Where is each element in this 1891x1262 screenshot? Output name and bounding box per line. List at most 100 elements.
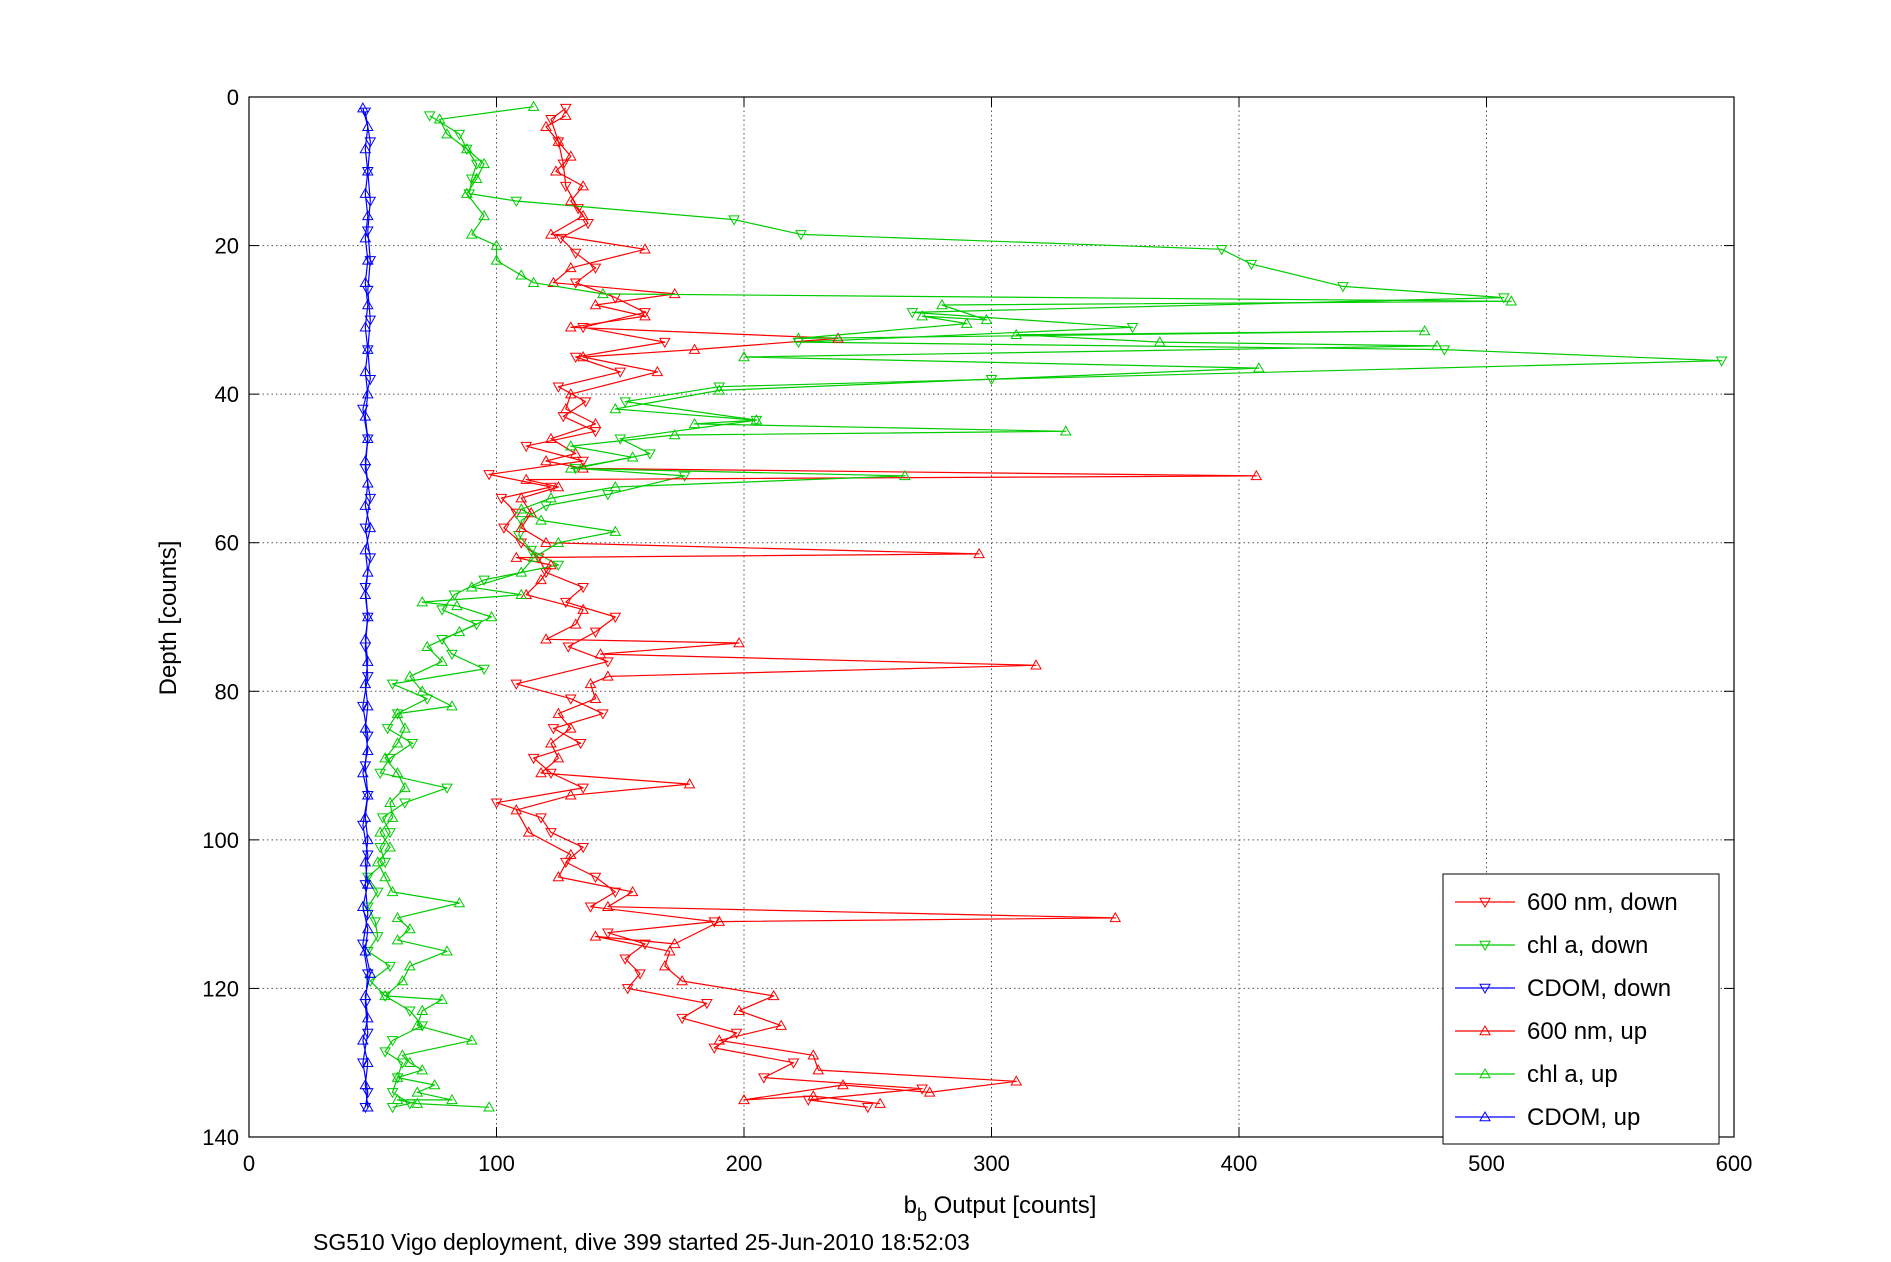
- data-point: [795, 230, 807, 241]
- data-point: [386, 811, 399, 822]
- data-point: [713, 1034, 726, 1045]
- data-point: [364, 521, 377, 533]
- data-point: [361, 833, 374, 845]
- legend-marker: [1479, 983, 1491, 995]
- x-axis-label: bb Output [counts]: [904, 1192, 1097, 1225]
- data-point: [589, 263, 602, 274]
- data-point: [520, 473, 533, 484]
- data-point: [453, 896, 466, 908]
- data-point: [428, 1078, 441, 1090]
- data-point: [916, 310, 929, 321]
- data-point: [552, 480, 565, 492]
- data-point: [465, 228, 478, 239]
- y-tick-label: 40: [215, 382, 239, 407]
- legend-label: CDOM, down: [1527, 975, 1671, 1002]
- series-line: [515, 115, 1257, 1105]
- grid-lines: [249, 97, 1734, 1137]
- data-point: [540, 633, 552, 644]
- data-point: [416, 1064, 429, 1075]
- data-point: [668, 428, 681, 440]
- data-point: [594, 648, 607, 659]
- data-point: [498, 523, 510, 534]
- data-point: [589, 298, 602, 310]
- data-point: [577, 462, 589, 473]
- data-point: [359, 523, 372, 534]
- data-point: [361, 902, 374, 913]
- data-point: [376, 813, 389, 824]
- series-line: [367, 115, 1723, 1108]
- data-point: [465, 1034, 478, 1045]
- data-point: [483, 470, 495, 481]
- data-point: [364, 315, 377, 326]
- data-point: [1059, 425, 1072, 436]
- data-point: [361, 878, 374, 889]
- data-point: [713, 384, 726, 395]
- data-point: [416, 1004, 429, 1015]
- data-point: [361, 120, 374, 131]
- data-point: [404, 670, 416, 681]
- data-point: [384, 828, 396, 839]
- legend-item: chl a, down: [1455, 932, 1648, 959]
- data-point: [668, 937, 681, 949]
- data-point: [1431, 339, 1443, 351]
- data-point: [584, 902, 597, 913]
- data-point: [527, 100, 540, 111]
- data-point: [676, 974, 688, 986]
- data-point: [564, 321, 577, 332]
- data-point: [1337, 282, 1349, 293]
- data-point: [874, 1097, 886, 1108]
- series-600-nm-up: [510, 109, 1263, 1108]
- data-point: [577, 603, 589, 614]
- data-point: [589, 872, 602, 884]
- data-point: [1418, 324, 1431, 336]
- data-point: [577, 180, 589, 191]
- data-point: [490, 239, 503, 250]
- data-point: [527, 753, 540, 765]
- data-point: [404, 960, 416, 971]
- data-point: [361, 165, 374, 176]
- data-point: [361, 566, 374, 577]
- data-point: [361, 477, 374, 488]
- data-point: [359, 321, 372, 332]
- data-point: [597, 287, 609, 299]
- data-point: [510, 196, 523, 208]
- data-point: [577, 583, 589, 594]
- data-point: [559, 109, 572, 120]
- data-point: [446, 700, 458, 711]
- data-point: [470, 159, 483, 170]
- data-point: [545, 737, 557, 748]
- data-point: [614, 434, 627, 445]
- data-point: [807, 1049, 820, 1060]
- axis-ticks: 0 100 200 300 400 500 600 0 20 40 60 80 100 120 140: [202, 85, 1752, 1176]
- data-point: [540, 454, 552, 466]
- data-point: [396, 1049, 409, 1060]
- data-point: [361, 209, 374, 221]
- data-point: [701, 999, 713, 1010]
- data-point: [384, 796, 396, 807]
- data-point: [391, 709, 404, 720]
- legend-label: 600 nm, up: [1527, 1018, 1647, 1045]
- data-point: [359, 142, 372, 154]
- data-point: [609, 480, 622, 492]
- y-tick-label: 120: [202, 976, 239, 1001]
- data-point: [738, 350, 750, 362]
- data-point: [359, 989, 372, 1001]
- data-point: [381, 724, 394, 735]
- data-point: [371, 932, 384, 943]
- data-point: [510, 679, 523, 690]
- data-point: [448, 590, 461, 601]
- data-point: [391, 1093, 404, 1105]
- data-point: [658, 337, 671, 349]
- data-point: [436, 635, 448, 646]
- data-point: [564, 722, 577, 733]
- x-tick-label: 400: [1221, 1151, 1258, 1176]
- data-point: [545, 482, 557, 494]
- data-point: [359, 633, 372, 644]
- series-600-nm-down: [483, 103, 929, 1114]
- data-point: [564, 261, 577, 273]
- data-point: [359, 365, 372, 377]
- data-point: [451, 599, 463, 611]
- data-point: [361, 1028, 374, 1040]
- data-point: [399, 781, 411, 793]
- data-point: [465, 581, 478, 592]
